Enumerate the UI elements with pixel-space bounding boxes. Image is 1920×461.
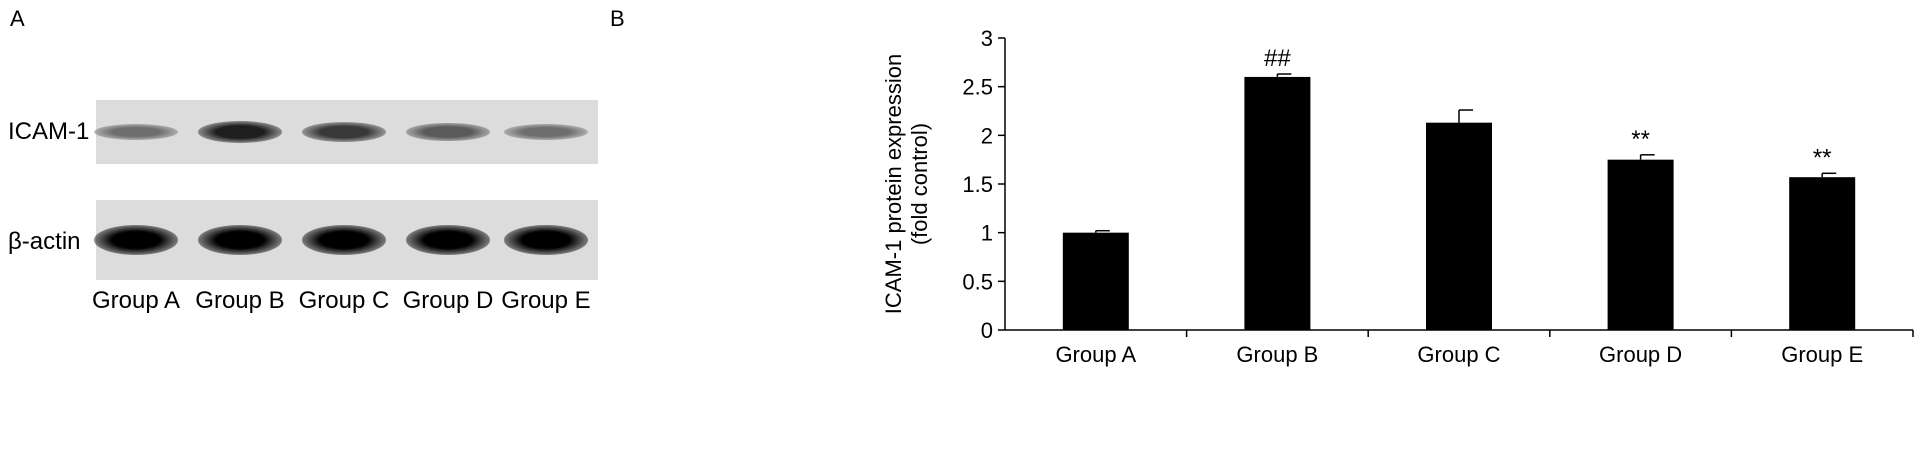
bar-4 — [1607, 159, 1674, 330]
y-tick-label: 3 — [981, 26, 993, 51]
icam1-row-label: ICAM-1 — [8, 118, 90, 145]
lane-label-2: Group B — [195, 287, 285, 314]
y-axis-label-line-1: ICAM-1 protein expression — [881, 54, 906, 314]
x-tick-label-4: Group D — [1599, 342, 1682, 367]
panel-b-label: B — [610, 6, 625, 31]
significance-mark-2: ## — [1264, 45, 1291, 72]
bar-5 — [1789, 177, 1856, 330]
y-tick-label: 0 — [981, 318, 993, 343]
icam1-band-5 — [504, 124, 588, 140]
lane-label-4: Group D — [402, 287, 494, 314]
lane-label-1: Group A — [91, 287, 181, 314]
x-tick-label-5: Group E — [1781, 342, 1863, 367]
actin-blot-strip — [94, 200, 598, 280]
y-tick-label: 1.5 — [962, 172, 993, 197]
x-tick-label-3: Group C — [1417, 342, 1500, 367]
actin-band-4 — [406, 225, 490, 255]
significance-mark-5: ** — [1813, 144, 1832, 171]
actin-band-3 — [302, 225, 386, 255]
y-tick-label: 2.5 — [962, 75, 993, 100]
panel-a-label: A — [10, 6, 25, 31]
bar-2 — [1244, 76, 1311, 330]
icam1-band-3 — [302, 122, 386, 142]
bar-1 — [1062, 232, 1129, 330]
bar-3 — [1426, 122, 1492, 331]
icam1-blot-strip — [94, 100, 598, 164]
y-axis-label-line-2: (fold control) — [907, 123, 932, 245]
icam1-band-4 — [406, 123, 490, 141]
actin-band-5 — [504, 225, 588, 255]
y-tick-label: 1 — [981, 221, 993, 246]
lane-label-5: Group E — [501, 287, 591, 314]
x-tick-label-1: Group A — [1055, 342, 1136, 367]
icam1-band-1 — [94, 124, 178, 140]
actin-band-2 — [198, 225, 282, 255]
significance-mark-4: ** — [1631, 126, 1650, 153]
bar-chart: 0 0.5 1 1.5 2 2.5 3 Group A Group B ## Group C Grou… — [881, 26, 1914, 367]
y-tick-label: 0.5 — [962, 269, 993, 294]
icam1-band-2 — [198, 121, 282, 143]
western-blot-panel: A ICAM-1 β-actin Group A Group B Group C Gr… — [0, 0, 740, 461]
lane-label-3: Group C — [298, 287, 390, 314]
actin-row-label: β-actin — [8, 228, 81, 255]
x-tick-label-2: Group B — [1236, 342, 1318, 367]
y-tick-label: 2 — [981, 123, 993, 148]
actin-band-1 — [94, 225, 178, 255]
